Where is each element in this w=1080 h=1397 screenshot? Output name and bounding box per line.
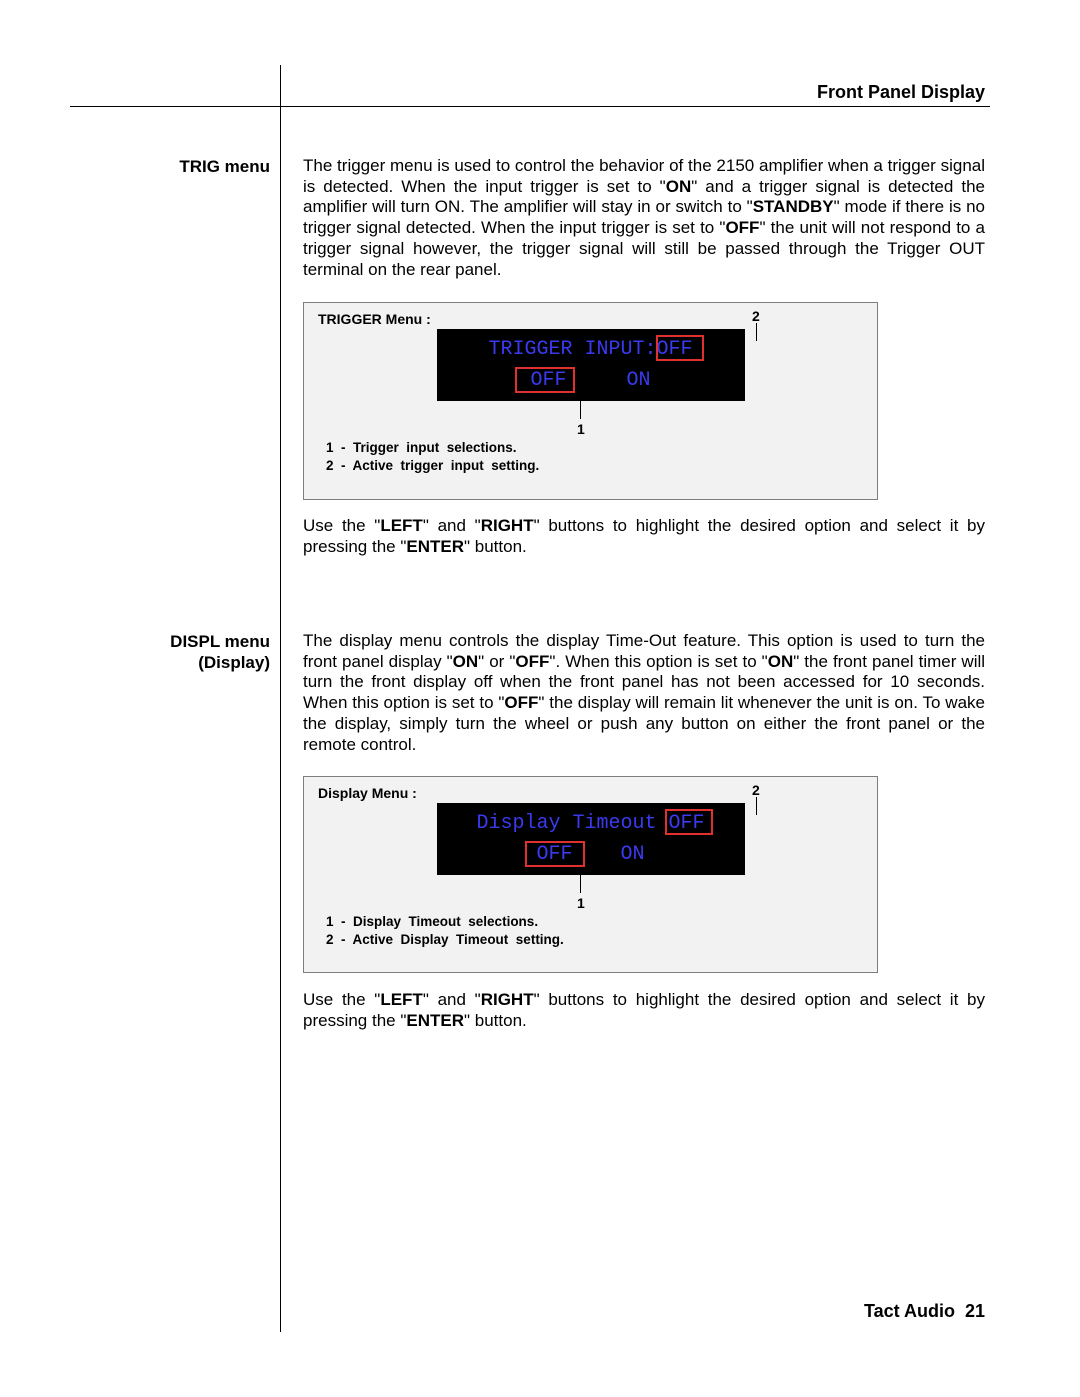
trig-paragraph: The trigger menu is used to control the … bbox=[303, 156, 985, 280]
footer-brand: Tact Audio bbox=[864, 1301, 955, 1321]
lcd-line2: OFF ON bbox=[437, 369, 745, 392]
marker-1: 1 bbox=[577, 421, 585, 437]
figure-legend: 1 - Display Timeout selections. 2 - Acti… bbox=[326, 913, 863, 949]
display-lcd: Display Timeout OFF OFF ON bbox=[437, 803, 745, 875]
marker-1-line bbox=[580, 395, 581, 419]
display-menu-figure: Display Menu : 2 Display Timeout OFF OFF… bbox=[303, 776, 878, 973]
active-highlight bbox=[665, 809, 713, 835]
selection-highlight bbox=[515, 367, 575, 393]
trigger-lcd: TRIGGER INPUT:OFF OFF ON bbox=[437, 329, 745, 401]
trig-after-paragraph: Use the "LEFT" and "RIGHT" buttons to hi… bbox=[303, 516, 985, 557]
marker-1: 1 bbox=[577, 895, 585, 911]
vertical-rule bbox=[280, 65, 281, 1332]
lcd-line2: OFF ON bbox=[437, 843, 745, 866]
figure-legend: 1 - Trigger input selections. 2 - Active… bbox=[326, 439, 863, 475]
lcd-wrap: Display Timeout OFF OFF ON bbox=[318, 783, 863, 903]
sidebar-displ-label: DISPL menu(Display) bbox=[80, 631, 270, 674]
header-rule bbox=[70, 106, 990, 107]
section-title: Front Panel Display bbox=[817, 82, 985, 103]
displ-after-paragraph: Use the "LEFT" and "RIGHT" buttons to hi… bbox=[303, 990, 985, 1031]
lcd-wrap: TRIGGER INPUT:OFF OFF ON bbox=[318, 309, 863, 429]
footer-page: 21 bbox=[965, 1301, 985, 1321]
marker-1-line bbox=[580, 869, 581, 893]
page: Front Panel Display TRIG menu The trigge… bbox=[0, 0, 1080, 1397]
trigger-menu-figure: TRIGGER Menu : 2 TRIGGER INPUT:OFF OFF O… bbox=[303, 302, 878, 500]
selection-highlight bbox=[525, 841, 585, 867]
displ-paragraph: The display menu controls the display Ti… bbox=[303, 631, 985, 755]
footer: Tact Audio 21 bbox=[864, 1301, 985, 1322]
sidebar-trig-label: TRIG menu bbox=[80, 156, 270, 177]
active-highlight bbox=[656, 335, 704, 361]
